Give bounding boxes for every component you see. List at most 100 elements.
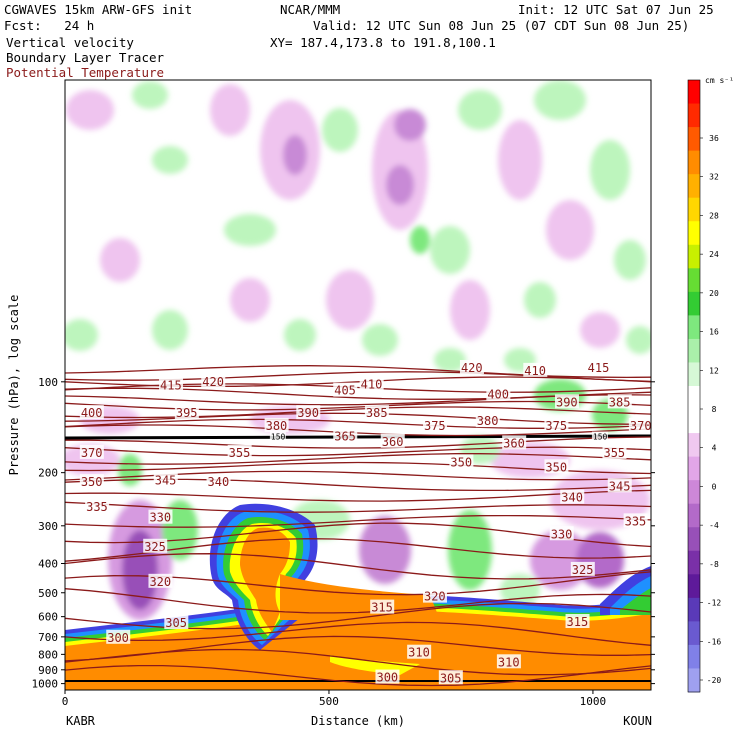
theta-label-bg	[544, 459, 569, 474]
y-tick-label: 800	[38, 648, 58, 661]
theta-label: 330	[551, 527, 573, 541]
y-tick-label: 500	[38, 587, 58, 600]
theta-contour	[65, 394, 651, 406]
theta-label-bg	[486, 386, 511, 401]
theta-label: 305	[165, 616, 187, 630]
colorbar-swatch	[688, 244, 700, 269]
theta-contour	[65, 602, 651, 630]
theta-label: 345	[155, 473, 177, 487]
theta-label-bg	[333, 382, 358, 397]
colorbar-label: -16	[707, 637, 722, 646]
theta-label-bg	[174, 405, 199, 420]
theta-contour	[65, 514, 651, 528]
theta-label-bg	[201, 373, 226, 388]
theta-label-bg	[359, 376, 384, 391]
colorbar-swatch	[688, 174, 700, 199]
theta-label: 415	[588, 361, 610, 375]
theta-label-bg	[143, 538, 168, 553]
colorbar-label: 24	[709, 250, 719, 259]
theta-label-bg	[602, 444, 627, 459]
y-tick-label: 400	[38, 558, 58, 571]
theta-label: 370	[630, 419, 652, 433]
colorbar-label: -8	[709, 560, 719, 569]
theta-label: 150	[271, 433, 286, 442]
colorbar-swatch	[688, 291, 700, 316]
colorbar-swatch	[688, 80, 700, 105]
theta-label: 415	[160, 379, 182, 393]
theta-label: 380	[477, 414, 499, 428]
theta-label-bg	[106, 629, 131, 644]
theta-label: 330	[149, 511, 171, 525]
theta-label: 310	[408, 646, 430, 660]
theta-label: 410	[524, 364, 546, 378]
y-tick-label: 100	[38, 376, 58, 389]
colorbar-swatch	[688, 315, 700, 340]
theta-label: 360	[503, 436, 525, 450]
theta-label: 390	[297, 406, 319, 420]
colorbar-label: 20	[709, 289, 719, 298]
theta-contour	[65, 501, 651, 513]
colorbar-swatch	[688, 338, 700, 363]
theta-label: 150	[593, 433, 608, 442]
theta-label-bg	[148, 509, 173, 524]
theta-label-bg	[523, 362, 548, 377]
colorbar-label: 8	[712, 405, 717, 414]
x-tick-label: 500	[319, 695, 339, 708]
theta-label-bg	[264, 417, 289, 432]
valid-time: Valid: 12 UTC Sun 08 Jun 25 (07 CDT Sun …	[313, 18, 690, 33]
colorbar-swatch	[688, 527, 700, 552]
colorbar-label: -12	[707, 599, 722, 608]
theta-label-bg	[549, 526, 574, 541]
colorbar-label: 12	[709, 366, 719, 375]
center-label: NCAR/MMM	[280, 2, 341, 17]
theta-label: 300	[107, 631, 129, 645]
theta-contours	[65, 365, 651, 687]
colorbar-swatch	[688, 197, 700, 222]
theta-label: 390	[556, 395, 578, 409]
field-boundary-layer-tracer: Boundary Layer Tracer	[6, 50, 165, 65]
theta-label: 355	[229, 446, 251, 460]
theta-label: 385	[609, 395, 631, 409]
colorbar-swatch	[688, 456, 700, 481]
theta-contour	[65, 553, 651, 580]
init-time: Init: 12 UTC Sat 07 Jun 25	[518, 2, 714, 17]
colorbar-swatch	[688, 480, 700, 505]
theta-label-bg	[554, 394, 579, 409]
colorbar-swatch	[688, 574, 700, 599]
theta-label: 320	[149, 575, 171, 589]
theta-label-bg	[496, 654, 521, 669]
theta-contour	[65, 406, 651, 419]
colorbar-swatch	[688, 386, 700, 411]
colorbar-label: 32	[709, 173, 719, 182]
y-tick-label: 900	[38, 664, 58, 677]
theta-label-bg	[422, 588, 447, 603]
theta-label: 405	[334, 384, 356, 398]
theta-label-bg	[449, 454, 474, 469]
colorbar-swatch	[688, 150, 700, 175]
theta-label-bg	[364, 405, 389, 420]
theta-label: 315	[371, 601, 393, 615]
theta-contour	[65, 621, 651, 646]
theta-label-bg	[227, 444, 252, 459]
y-axis-label: Pressure (hPa), log scale	[7, 295, 21, 476]
theta-contour-labels: 415 420 405 410 420 410 415 400 395 390 385 400 390 3…	[79, 359, 652, 685]
colorbar-swatch	[688, 409, 700, 434]
theta-label: 360	[382, 435, 404, 449]
theta-contour	[65, 664, 651, 687]
theta-contour	[65, 446, 651, 457]
colorbar: 36 32 28 24 20 16 12 8 4 0 -4 -8 -12 -16 -20	[687, 79, 722, 693]
theta-label: 420	[461, 361, 483, 375]
theta-label: 350	[450, 455, 472, 469]
theta-label-bg	[502, 435, 527, 450]
theta-label-bg	[586, 359, 611, 374]
theta-contour	[65, 453, 651, 465]
colorbar-swatch	[688, 127, 700, 152]
theta-label: 355	[603, 446, 625, 460]
theta-label-bg	[544, 417, 569, 432]
theta-label-bg	[333, 428, 358, 443]
theta-label-bg	[565, 614, 590, 629]
theta-label: 315	[567, 615, 589, 629]
y-tick-label: 700	[38, 631, 58, 644]
